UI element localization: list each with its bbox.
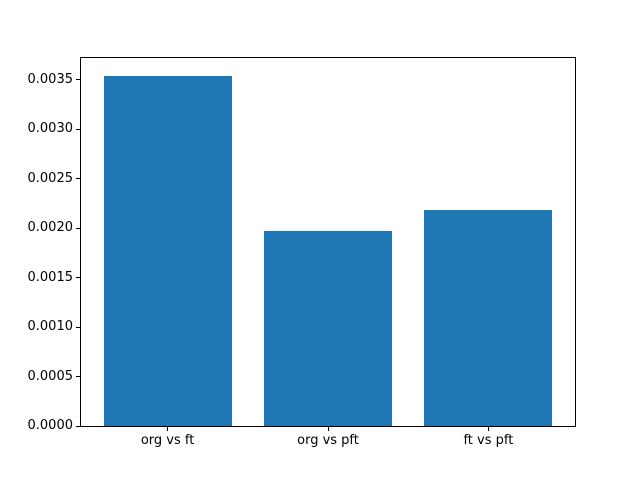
ytick-mark [76, 425, 80, 427]
ytick-label: 0.0030 [27, 121, 74, 136]
plot-area [80, 57, 576, 427]
xtick-mark [167, 427, 169, 431]
ytick-mark [76, 376, 80, 377]
xtick-label: org vs ft [140, 433, 195, 448]
bar-org-vs-pft [263, 231, 393, 426]
ytick-mark [76, 178, 80, 179]
ytick-label: 0.0000 [27, 418, 74, 433]
ytick-label: 0.0010 [27, 319, 74, 334]
ytick-label: 0.0005 [27, 368, 74, 384]
ytick-label: 0.0015 [27, 269, 74, 285]
ytick-mark [76, 227, 80, 229]
ytick-label: 0.0035 [27, 71, 74, 87]
xtick-label: org vs pft [297, 433, 359, 448]
bar-ft-vs-pft [424, 210, 553, 426]
bar-org-vs-ft [103, 75, 232, 426]
bars-layer [81, 58, 575, 426]
ytick-mark [76, 326, 80, 328]
xtick-label: ft vs pft [463, 433, 514, 448]
ytick-mark [76, 277, 80, 278]
ytick-label: 0.0025 [27, 170, 74, 186]
xtick-mark [327, 427, 329, 431]
ytick-mark [76, 79, 80, 80]
ytick-label: 0.0020 [27, 220, 74, 235]
xtick-mark [487, 427, 489, 431]
ytick-mark [76, 128, 80, 130]
